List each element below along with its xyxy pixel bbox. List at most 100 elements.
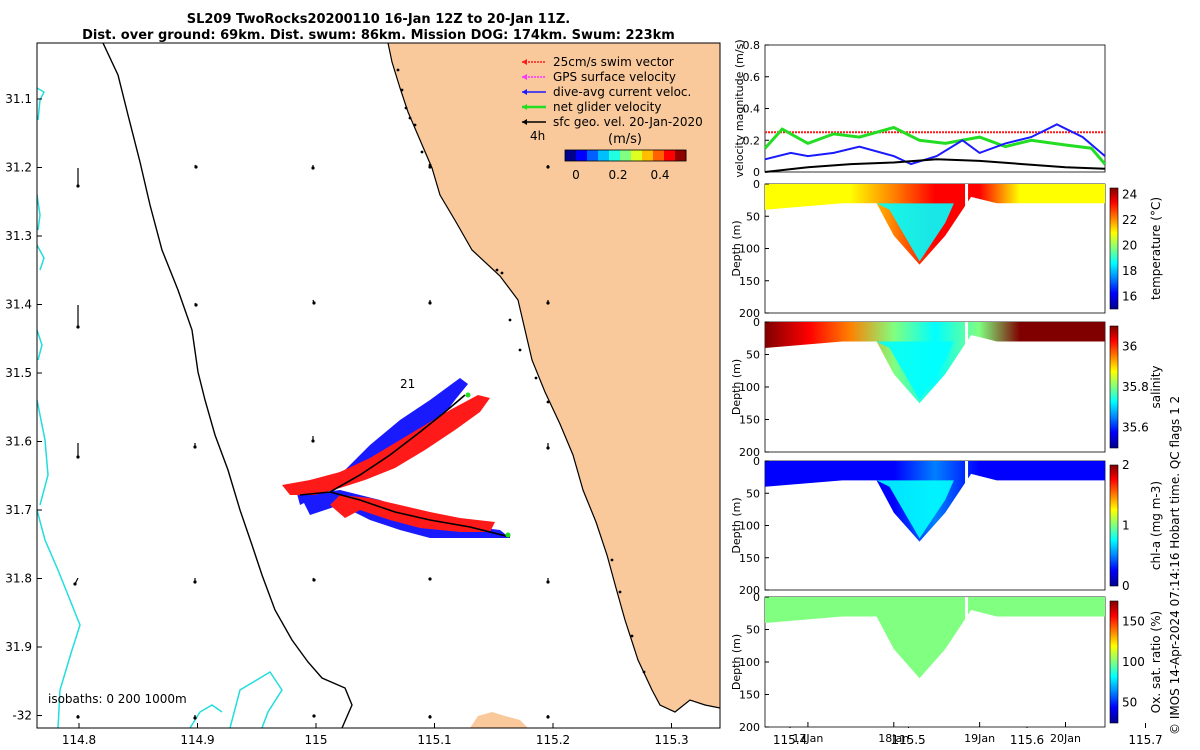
salinity-ytick-label: 100	[739, 381, 760, 394]
rock	[618, 590, 622, 594]
credit-text: © IMOS 14-Apr-2024 07:14:16 Hobart time.…	[1168, 395, 1182, 735]
chla-ytick-label: 200	[739, 584, 760, 597]
temperature-cbtick: 24	[1122, 187, 1137, 201]
chla-ytick-label: 150	[739, 552, 760, 565]
salinity-cblabel: salinity	[1149, 365, 1163, 408]
lat-tick-label: 31.4	[5, 298, 32, 312]
chla-cbtick: 1	[1122, 519, 1130, 533]
lat-tick-label: 31.9	[5, 640, 32, 654]
colorbar-label: (m/s)	[608, 132, 642, 147]
speed-colorbar: (m/s) 0 0.2 0.4	[564, 132, 687, 182]
colorbar-cell	[642, 150, 654, 161]
plot-title-line1: SL209 TwoRocks20200110 16-Jan 12Z to 20-…	[186, 12, 571, 27]
geo-arrow-head	[428, 715, 432, 719]
lon-tick-label: 115.7	[1128, 733, 1162, 747]
oxygen-ytick-label: 50	[746, 624, 760, 637]
temperature-ytick-label: 100	[739, 243, 760, 256]
geo-arrow-head	[193, 445, 197, 449]
legend-arrowhead	[522, 89, 527, 95]
isobath-200m	[102, 43, 353, 728]
chla-deep-core	[876, 480, 954, 539]
velocity-series-net-glider-velocity	[763, 125, 1107, 166]
colorbar-cell	[620, 150, 632, 161]
colorbar-tick: 0.4	[650, 168, 669, 182]
lon-tick-label: 115.2	[536, 733, 570, 747]
temperature-panel: 0 50 100 150 200 Depth (m) 16 18 20 22 24 temperatu…	[730, 178, 1163, 320]
temperature-cbtick: 22	[1122, 213, 1137, 227]
lat-tick-label: -32	[12, 709, 32, 723]
track-end-marker	[465, 392, 471, 398]
geo-arrow-head	[312, 301, 316, 305]
oxygen-deep-core	[876, 616, 954, 675]
oxygen-ytick-label: 100	[739, 656, 760, 669]
time-tick-label: 19Jan	[964, 732, 995, 745]
lon-tick-label: 115.4	[773, 733, 807, 747]
velocity-ytick-label: 0.4	[743, 103, 761, 116]
chla-ytick-label: 100	[739, 520, 760, 533]
temperature-data-gap	[965, 184, 969, 223]
sfc-geo-velocity-arrows	[73, 164, 550, 720]
plot-title-line2: Dist. over ground: 69km. Dist. swum: 86k…	[82, 28, 675, 43]
colorbar-cell	[653, 150, 665, 161]
colorbar-cell	[675, 150, 687, 161]
legend-arrowhead	[522, 119, 527, 125]
oxygen-colorbar	[1109, 600, 1119, 724]
chla-ytick-label: 50	[746, 487, 760, 500]
salinity-ytick-label: 200	[739, 446, 760, 459]
rock	[413, 123, 417, 127]
legend-label: GPS surface velocity	[553, 70, 676, 84]
swim-swath-north	[282, 395, 490, 495]
geo-arrow-head	[194, 303, 198, 307]
legend-label: net glider velocity	[553, 100, 661, 114]
lon-tick-label: 115.1	[417, 733, 451, 747]
rock	[408, 116, 412, 120]
geo-arrow-head	[428, 577, 432, 581]
geo-arrow-head	[73, 582, 77, 586]
oxygen-cbtick: 50	[1122, 696, 1137, 710]
oxygen-ytick-label: 150	[739, 689, 760, 702]
rock	[500, 271, 504, 275]
isobath-1000m	[37, 87, 283, 728]
rock	[546, 400, 550, 404]
salinity-deep-core	[876, 341, 954, 400]
time-tick-label: 17Jan	[792, 732, 823, 745]
temperature-ytick-label: 50	[746, 210, 760, 223]
time-tick-label: 20Jan	[1050, 732, 1081, 745]
temperature-deep-core	[876, 203, 954, 262]
coastline	[387, 43, 720, 713]
chla-colorbar	[1109, 464, 1119, 587]
lat-tick-label: 31.3	[5, 229, 32, 243]
track-line-south	[329, 491, 511, 538]
oxygen-data-gap	[965, 597, 969, 636]
oxygen-cbtick: 100	[1122, 655, 1145, 669]
temperature-ylabel: Depth (m)	[730, 220, 743, 276]
geo-arrow-head	[193, 580, 197, 584]
rock	[610, 558, 614, 562]
oxygen-ytick-label: 0	[753, 591, 760, 604]
salinity-ytick-label: 0	[753, 316, 760, 329]
geo-arrow-head	[76, 184, 80, 188]
rock	[396, 68, 400, 72]
track-label: 21	[400, 377, 415, 391]
geo-arrow-head	[311, 166, 315, 170]
geo-arrow-head	[76, 715, 80, 719]
oxygen-ylabel: Depth (m)	[730, 634, 743, 690]
colorbar-cell	[609, 150, 621, 161]
chla-ytick-label: 0	[753, 455, 760, 468]
legend-label: 25cm/s swim vector	[553, 55, 674, 69]
salinity-ytick-label: 150	[739, 414, 760, 427]
velocity-ytick-label: 0	[753, 166, 760, 179]
geo-arrow-head	[76, 325, 80, 329]
colorbar-cell	[565, 150, 577, 161]
lon-tick-label: 115.6	[1010, 733, 1044, 747]
geo-arrow-head	[76, 455, 80, 459]
velocity-series-dive-avg-current-veloc-	[764, 123, 1106, 166]
temperature-cbtick: 16	[1122, 289, 1137, 303]
geo-arrow-head	[311, 439, 315, 443]
chla-panel: 0 50 100 150 200 Depth (m) 0 1 2 chl-a (mg m-3)	[730, 455, 1163, 597]
geo-arrow-head	[428, 165, 432, 169]
salinity-ytick-label: 50	[746, 349, 760, 362]
